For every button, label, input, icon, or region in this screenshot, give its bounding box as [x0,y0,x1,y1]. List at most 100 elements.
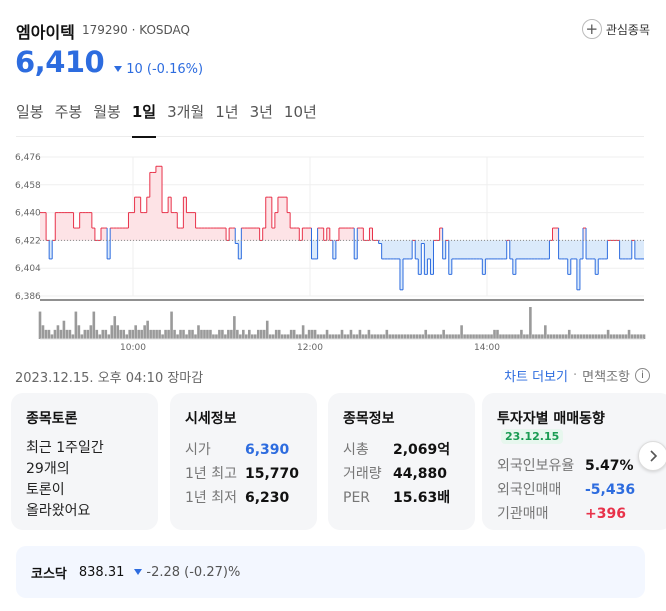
volume-bar [555,334,559,339]
volume-bar [74,311,78,339]
foreign-trade-value: -5,436 [585,482,636,498]
volume-bar [77,325,81,339]
stock-code-market: 179290 · KOSDAQ [82,23,190,37]
volume-bar [289,329,293,339]
discussion-card[interactable]: 종목토론 최근 1주일간 29개의 토론이 올라왔어요 [11,393,158,530]
volume-bar [298,334,302,339]
volume-bar [496,329,499,339]
volume-bar [295,334,299,339]
volume-bar [406,334,410,339]
volume-bar [122,329,126,339]
price-chart-svg: 6,476 6,458 6,440 6,422 6,404 6,386 10:00 12:00… [15,153,646,353]
x-tick-label: 12:00 [297,343,323,353]
volume-bar [499,334,502,339]
volume-bar [283,334,287,339]
period-tabs: 일봉 주봉 월봉 1일 3개월 1년 3년 10년 [16,101,644,138]
market-close-timestamp: 2023.12.15. 오후 04:10 장마감 [15,371,204,386]
tab-3years[interactable]: 3년 [249,103,273,121]
tab-1year[interactable]: 1년 [215,103,239,121]
intraday-chart[interactable]: 6,476 6,458 6,440 6,422 6,404 6,386 10:00 12:00… [0,145,666,360]
volume-bar [47,329,51,339]
volume-bar [140,329,143,339]
volume-bar [259,329,263,339]
volume-bar [439,334,442,339]
volume-bar [352,334,356,339]
plus-icon: + [581,19,602,39]
tab-10years[interactable]: 10년 [283,103,317,121]
volume-bar [215,334,218,339]
institution-trade-label: 기관매매 [497,506,549,522]
volume-bar [448,334,451,339]
info-icon[interactable]: i [635,368,650,383]
investor-trend-card[interactable]: 투자자별 매매동향 23.12.15 외국인보유율 5.47% 외국인매매 -5,… [482,393,666,530]
current-price: 6,410 [15,45,105,79]
volume-bar [146,320,149,339]
volume-bar [325,329,329,339]
y-tick-label: 6,404 [15,264,41,274]
next-card-button[interactable] [638,441,666,471]
company-info-card[interactable]: 종목정보 시총 2,069억 거래량 44,880 PER 15.63배 [328,393,475,530]
tab-weekly[interactable]: 주봉 [54,103,83,121]
volume-bar [397,334,401,339]
stock-name: 엠아이텍 [16,23,75,42]
volume-bar [484,334,487,339]
foreign-holding-row: 외국인보유율 5.47% [497,454,657,478]
volume-bar [179,329,182,339]
volume-bar [642,334,646,339]
volume-bar [385,329,389,339]
volume-bar [541,334,544,339]
volume-bar [337,334,341,339]
volume-bar [475,334,478,339]
volume-bar [334,334,338,339]
volume-bar [170,311,173,339]
volume-bar [119,329,123,339]
tab-3months[interactable]: 3개월 [167,103,205,121]
volume-bar [388,334,392,339]
volume-bar [137,329,140,339]
discussion-line: 토론이 [26,482,65,498]
volume-bar [209,329,212,339]
volume-bar [609,334,613,339]
volume-row: 거래량 44,880 [343,462,460,486]
disclaimer-link[interactable]: 면책조항 [582,370,630,385]
date-badge: 23.12.15 [501,429,564,444]
volume-bar [564,334,568,339]
tab-daily[interactable]: 일봉 [16,103,44,121]
year-high-label: 1년 최고 [185,466,237,482]
volume-bar [271,334,275,339]
volume-bar [230,329,233,339]
volume-bar [265,320,269,339]
down-triangle-icon [134,569,143,575]
tab-monthly[interactable]: 월봉 [93,103,121,121]
volume-bar [517,334,520,339]
volume-bar [427,334,431,339]
market-info-card[interactable]: 시세정보 시가 6,390 1년 최고 15,770 1년 최저 6,230 [170,393,317,530]
volume-bar [451,334,454,339]
volume-bar [418,334,422,339]
volume-bar [59,329,63,339]
volume-bar [487,334,490,339]
open-value: 6,390 [245,442,290,458]
volume-bar [615,334,619,339]
volume-bar [149,329,152,339]
volume-bar [412,334,416,339]
volume-bar [286,334,290,339]
volume-bar [307,329,311,339]
tab-1day[interactable]: 1일 [131,101,167,138]
volume-bar [400,334,404,339]
volume-bar [50,334,54,339]
volume-bar [454,334,457,339]
add-watchlist-button[interactable]: + 관심종목 [581,17,650,41]
chart-more-link[interactable]: 차트 더보기 [504,370,569,385]
volume-bar [576,334,580,339]
volume-bar [415,334,419,339]
year-high-value: 15,770 [245,466,300,482]
volume-bar [203,329,206,339]
volume-bar [155,329,158,339]
separator-dot: · [573,368,578,383]
volume-bar [367,329,371,339]
volume-bar [424,329,428,339]
volume-bar [430,334,434,339]
kosdaq-index-bar[interactable]: 코스닥 838.31 -2.28 (-0.27)% [16,546,645,598]
volume-bar [125,334,129,339]
